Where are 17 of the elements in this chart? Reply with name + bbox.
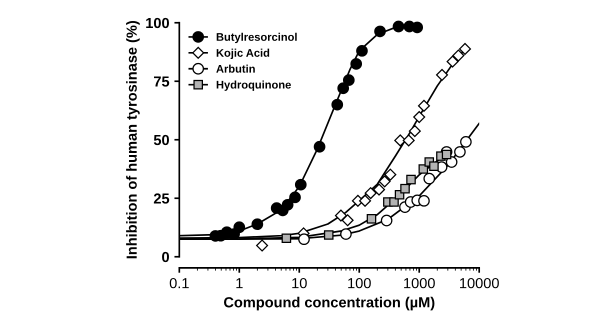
x-tick-label: 100	[348, 278, 371, 288]
x-tick-label: 10	[292, 278, 307, 288]
y-tick-label: 0	[162, 252, 169, 262]
x-tick-label: 0.1	[170, 278, 189, 288]
x-tick-label: 1000	[404, 278, 435, 288]
legend-label: Kojic Acid	[216, 48, 270, 60]
legend-label: Hydroquinone	[216, 80, 291, 91]
legend-label: Butylresorcinol	[216, 32, 297, 44]
x-tick-label: 10000	[460, 278, 499, 288]
x-tick-label: 1	[236, 278, 243, 288]
legend-label: Arbutin	[216, 64, 255, 73]
y-axis-title: Inhibition of human tyrosinase (%)	[126, 20, 140, 258]
y-tick-label: 25	[154, 193, 170, 204]
y-tick-label: 75	[154, 76, 170, 87]
y-tick-label: 100	[146, 18, 169, 28]
x-axis-title: Compound concentration (µM)	[224, 296, 434, 310]
y-tick-label: 50	[154, 134, 169, 146]
